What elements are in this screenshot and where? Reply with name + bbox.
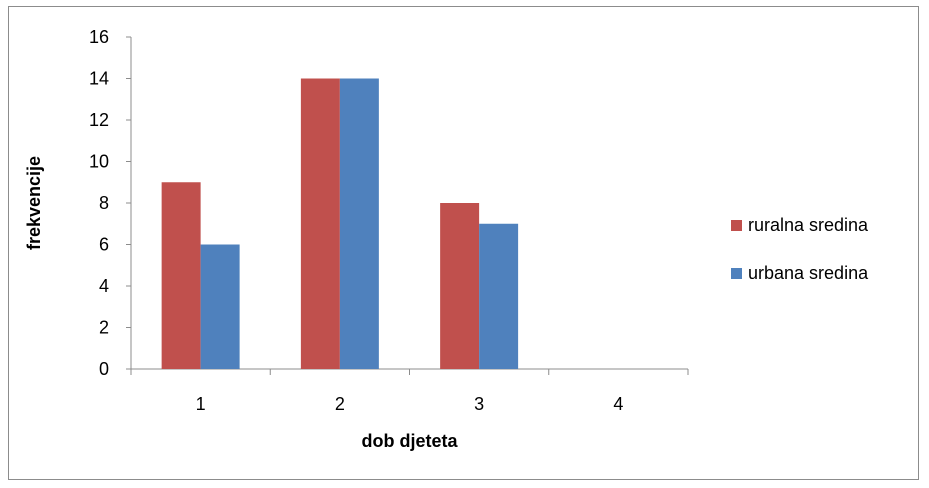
bars bbox=[161, 78, 519, 369]
legend-label: urbana sredina bbox=[748, 263, 869, 283]
y-tick-label: 14 bbox=[89, 69, 109, 89]
x-tick-label: 1 bbox=[196, 394, 206, 414]
legend: ruralna sredina urbana sredina bbox=[731, 215, 869, 283]
x-tick-label: 2 bbox=[335, 394, 345, 414]
x-tick-label: 3 bbox=[474, 394, 484, 414]
y-tick-label: 2 bbox=[99, 318, 109, 338]
x-tick-label: 4 bbox=[613, 394, 623, 414]
legend-swatch bbox=[731, 220, 742, 231]
y-axis: 0 2 4 6 8 10 12 14 16 bbox=[89, 27, 132, 379]
bar-ruralna-sredina-1 bbox=[161, 182, 201, 369]
y-tick-label: 0 bbox=[99, 359, 109, 379]
bar-ruralna-sredina-2 bbox=[300, 78, 340, 369]
y-tick-label: 12 bbox=[89, 110, 109, 130]
x-axis-title: dob djeteta bbox=[361, 431, 458, 451]
legend-label: ruralna sredina bbox=[748, 215, 869, 235]
bar-urbana-sredina-1 bbox=[200, 244, 240, 369]
bar-urbana-sredina-2 bbox=[339, 78, 379, 369]
bar-urbana-sredina-3 bbox=[479, 223, 519, 369]
y-tick-label: 8 bbox=[99, 193, 109, 213]
y-tick-label: 6 bbox=[99, 235, 109, 255]
x-axis: 1 2 3 4 bbox=[130, 368, 689, 414]
y-tick-label: 16 bbox=[89, 27, 109, 47]
y-tick-label: 10 bbox=[89, 152, 109, 172]
legend-swatch bbox=[731, 268, 742, 279]
y-tick-label: 4 bbox=[99, 276, 109, 296]
bar-ruralna-sredina-3 bbox=[440, 203, 480, 369]
y-axis-title: frekvencije bbox=[24, 156, 44, 250]
